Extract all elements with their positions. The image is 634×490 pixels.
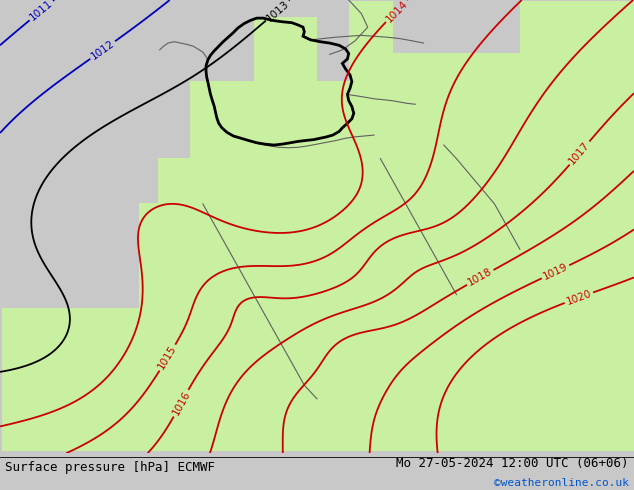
Text: ©weatheronline.co.uk: ©weatheronline.co.uk (494, 478, 629, 489)
Text: 1019: 1019 (541, 262, 569, 282)
Text: 1015: 1015 (157, 344, 179, 371)
Text: Mo 27-05-2024 12:00 UTC (06+06): Mo 27-05-2024 12:00 UTC (06+06) (396, 457, 629, 470)
Text: 1018: 1018 (467, 267, 495, 288)
Text: 1013: 1013 (264, 0, 290, 23)
Text: 1012: 1012 (89, 38, 117, 62)
Text: 1020: 1020 (565, 289, 593, 307)
Text: Surface pressure [hPa] ECMWF: Surface pressure [hPa] ECMWF (5, 462, 215, 474)
Text: 1016: 1016 (171, 389, 192, 417)
Text: 1017: 1017 (567, 140, 592, 167)
Text: 1014: 1014 (384, 0, 410, 24)
Text: 1011: 1011 (28, 0, 55, 23)
